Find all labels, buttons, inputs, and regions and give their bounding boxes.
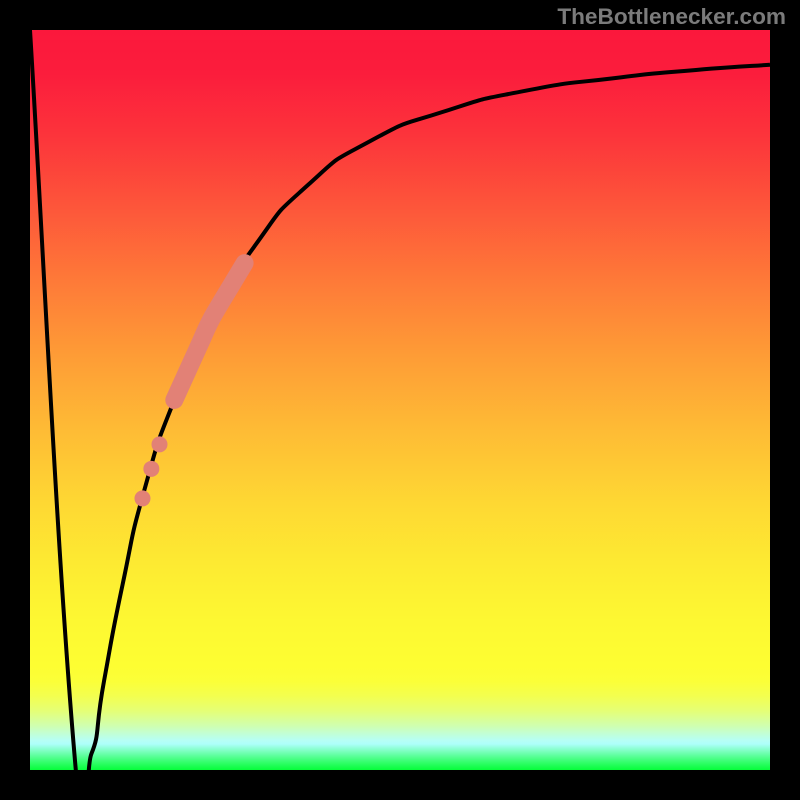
highlight-dot (152, 436, 168, 452)
plot-background (30, 30, 770, 770)
bottleneck-chart: TheBottlenecker.com (0, 0, 800, 800)
watermark-text: TheBottlenecker.com (557, 4, 786, 29)
highlight-dot (143, 461, 159, 477)
highlight-dot (134, 490, 150, 506)
chart-svg: TheBottlenecker.com (0, 0, 800, 800)
